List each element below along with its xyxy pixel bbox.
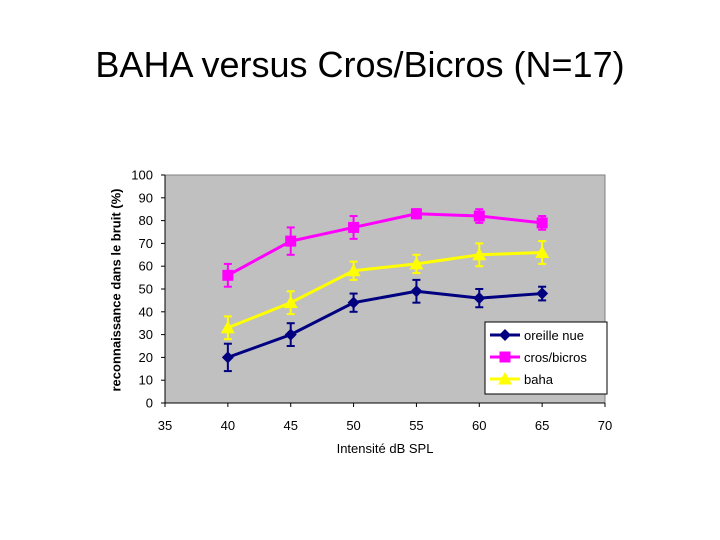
y-tick-label: 60 <box>139 259 153 274</box>
data-point <box>220 320 235 334</box>
data-point <box>347 296 360 309</box>
y-tick-label: 50 <box>139 282 153 297</box>
y-tick-label: 20 <box>139 350 153 365</box>
data-point <box>473 292 486 305</box>
series-oreille-nue <box>221 278 549 373</box>
y-tick-label: 70 <box>139 236 153 251</box>
data-point <box>221 351 234 364</box>
x-tick-label: 35 <box>158 418 172 433</box>
x-tick-label: 50 <box>346 418 360 433</box>
series-baha <box>220 240 550 341</box>
legend-marker <box>499 329 511 341</box>
data-point <box>222 269 234 281</box>
data-point <box>410 285 423 298</box>
y-tick-label: 0 <box>146 396 153 411</box>
series-cros-bicros <box>222 208 548 288</box>
data-point <box>284 328 297 341</box>
x-tick-label: 40 <box>221 418 235 433</box>
x-tick-label: 45 <box>283 418 297 433</box>
y-tick-label: 80 <box>139 213 153 228</box>
x-tick-label: 60 <box>472 418 486 433</box>
data-point <box>536 287 549 300</box>
data-point <box>535 245 550 259</box>
series-line <box>227 212 543 277</box>
legend-marker <box>498 372 512 385</box>
y-tick-label: 30 <box>139 327 153 342</box>
legend: oreille nue cros/bicros baha <box>484 321 608 395</box>
x-axis-label: Intensité dB SPL <box>337 441 434 456</box>
series-layer <box>220 208 550 373</box>
data-point <box>285 235 297 247</box>
x-tick-label: 70 <box>598 418 612 433</box>
data-point <box>283 295 298 309</box>
y-tick-label: 40 <box>139 304 153 319</box>
legend-label: baha <box>524 372 554 387</box>
data-point <box>409 256 424 270</box>
x-tick-label: 55 <box>409 418 423 433</box>
x-tick-label: 65 <box>535 418 549 433</box>
y-tick-label: 100 <box>131 168 153 183</box>
series-line <box>227 289 543 359</box>
page-title: BAHA versus Cros/Bicros (N=17) <box>95 44 625 85</box>
data-point <box>472 247 487 261</box>
data-point <box>410 208 422 220</box>
data-point <box>348 221 360 233</box>
axes: 0 10 20 30 40 50 60 70 80 90 100 35 40 45 50 55 60 65 70 <box>131 168 612 434</box>
legend-marker <box>499 351 511 363</box>
legend-label: cros/bicros <box>524 350 587 365</box>
data-point <box>536 217 548 229</box>
y-tick-label: 10 <box>139 373 153 388</box>
legend-label: oreille nue <box>524 328 584 343</box>
data-point <box>346 263 361 277</box>
y-tick-label: 90 <box>139 190 153 205</box>
series-line <box>227 251 543 330</box>
data-point <box>473 210 485 222</box>
